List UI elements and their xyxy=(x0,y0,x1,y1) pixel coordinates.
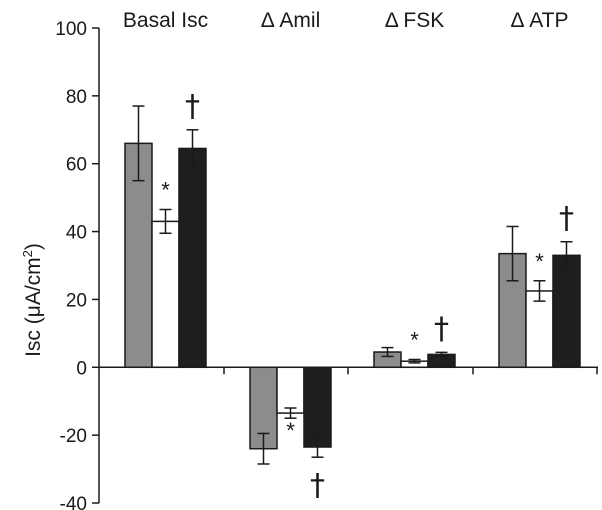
significance-markers: * † * † * † * † xyxy=(161,89,574,503)
significance-dagger: † xyxy=(559,201,574,236)
bar xyxy=(303,366,332,448)
bar xyxy=(151,220,180,369)
bars xyxy=(124,142,581,450)
category-label: Δ Amil xyxy=(261,9,321,32)
category-label: Δ ATP xyxy=(511,9,569,32)
significance-star: * xyxy=(410,327,419,352)
category-label: Basal Isc xyxy=(123,9,208,32)
significance-star: * xyxy=(161,178,170,203)
y-axis-label: Isc (μA/cm2) xyxy=(20,243,45,357)
bar xyxy=(276,366,305,414)
y-axis: -40 -20 0 20 40 60 80 100 xyxy=(55,19,100,510)
y-tick-label: 100 xyxy=(55,19,87,40)
significance-dagger: † xyxy=(310,468,325,503)
bar xyxy=(178,147,207,369)
y-tick-label: 0 xyxy=(76,358,87,379)
significance-star: * xyxy=(286,418,295,443)
y-tick-label: -40 xyxy=(60,494,87,510)
y-tick-label: 80 xyxy=(66,87,87,108)
bar xyxy=(525,290,554,369)
significance-star: * xyxy=(535,249,544,274)
bar xyxy=(552,254,581,369)
category-labels: Basal Isc Δ Amil Δ FSK Δ ATP xyxy=(123,9,569,32)
y-tick-label: 20 xyxy=(66,290,87,311)
y-tick-label: -20 xyxy=(60,426,87,447)
significance-dagger: † xyxy=(185,89,200,124)
error-bars xyxy=(132,105,573,465)
category-label: Δ FSK xyxy=(385,9,445,32)
significance-dagger: † xyxy=(434,311,449,346)
y-tick-label: 60 xyxy=(66,155,87,176)
y-tick-label: 40 xyxy=(66,223,87,244)
x-axis xyxy=(99,366,598,375)
